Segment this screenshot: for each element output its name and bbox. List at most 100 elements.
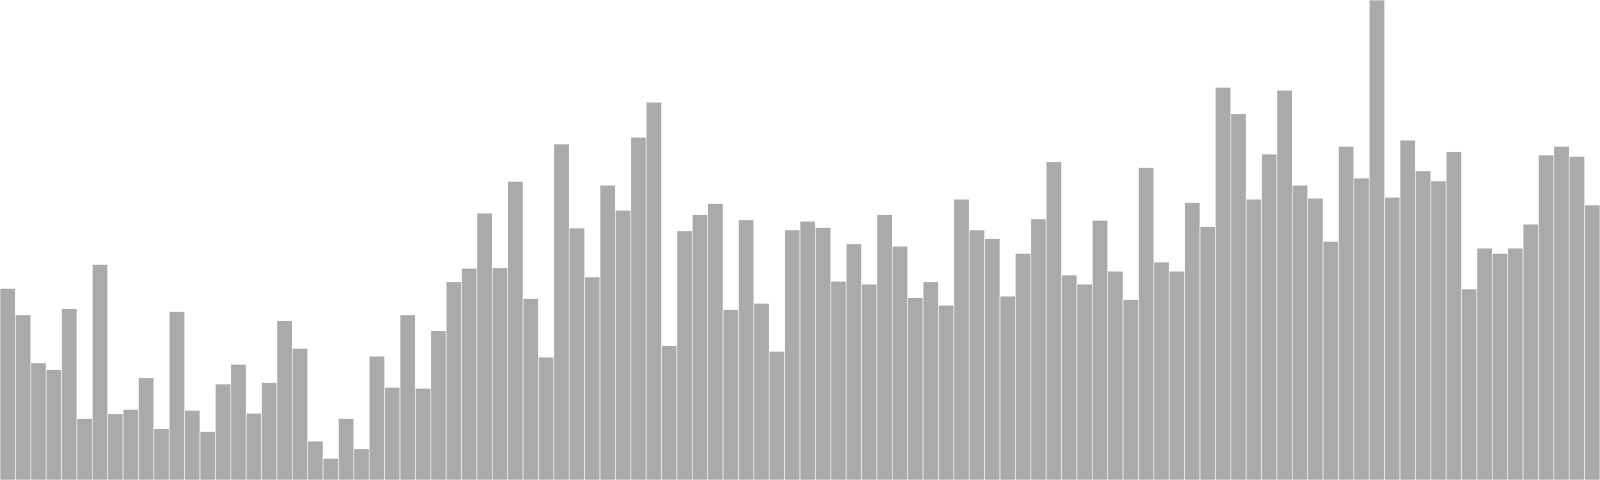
bar-35 xyxy=(522,298,539,480)
bar-75 xyxy=(1138,167,1155,480)
bar-94 xyxy=(1430,180,1447,480)
bar-55 xyxy=(830,280,847,480)
bar-52 xyxy=(784,229,801,480)
bar-1 xyxy=(0,288,16,480)
bar-18 xyxy=(261,382,278,480)
bar-79 xyxy=(1199,226,1216,480)
bar-9 xyxy=(122,409,139,480)
bar-71 xyxy=(1076,283,1093,480)
bar-39 xyxy=(584,276,601,480)
bar-6 xyxy=(76,418,93,480)
bar-90 xyxy=(1368,0,1385,480)
bar-28 xyxy=(415,388,432,480)
bar-13 xyxy=(184,410,201,480)
bar-51 xyxy=(768,351,785,480)
bar-42 xyxy=(630,136,647,480)
bar-47 xyxy=(707,203,724,480)
bar-85 xyxy=(1292,184,1308,480)
bar-59 xyxy=(892,245,908,480)
bar-36 xyxy=(538,356,555,480)
bar-23 xyxy=(338,418,355,480)
bar-44 xyxy=(661,345,678,480)
bar-21 xyxy=(307,440,324,480)
bar-29 xyxy=(430,330,447,480)
bar-80 xyxy=(1215,87,1232,480)
bar-64 xyxy=(968,229,985,480)
bar-74 xyxy=(1122,299,1139,480)
bar-84 xyxy=(1276,89,1293,480)
bar-16 xyxy=(230,364,247,480)
bar-7 xyxy=(92,264,108,480)
bar-69 xyxy=(1045,161,1062,480)
bar-93 xyxy=(1415,170,1432,480)
bar-11 xyxy=(153,428,170,480)
bar-19 xyxy=(276,320,293,480)
bar-41 xyxy=(615,209,632,480)
bar-61 xyxy=(922,281,939,480)
bar-70 xyxy=(1061,274,1078,480)
bar-50 xyxy=(753,303,770,480)
bar-95 xyxy=(1445,151,1462,480)
bar-40 xyxy=(599,184,616,480)
bar-25 xyxy=(368,355,385,480)
bar-56 xyxy=(845,243,862,480)
bar-76 xyxy=(1153,261,1170,480)
bar-73 xyxy=(1107,270,1124,480)
bar-31 xyxy=(461,268,478,480)
bar-53 xyxy=(799,220,816,480)
bar-30 xyxy=(445,281,462,480)
bar-34 xyxy=(507,181,524,480)
bar-49 xyxy=(738,219,755,480)
bar-98 xyxy=(1492,253,1508,480)
bar-57 xyxy=(861,283,878,480)
bar-104 xyxy=(1584,204,1600,480)
bar-86 xyxy=(1307,197,1324,480)
bar-89 xyxy=(1353,177,1370,480)
bar-83 xyxy=(1261,153,1278,480)
bar-54 xyxy=(815,227,832,480)
bar-24 xyxy=(353,448,370,480)
bar-58 xyxy=(876,214,893,480)
bar-82 xyxy=(1245,198,1262,480)
bar-88 xyxy=(1338,146,1355,480)
bar-4 xyxy=(45,369,62,480)
bar-46 xyxy=(692,214,708,480)
bar-3 xyxy=(30,362,47,480)
bar-96 xyxy=(1461,288,1478,480)
bar-26 xyxy=(384,387,401,480)
bar-37 xyxy=(553,143,570,480)
bar-99 xyxy=(1507,247,1524,480)
bar-60 xyxy=(907,297,924,480)
bar-66 xyxy=(999,295,1016,480)
bar-65 xyxy=(984,238,1001,480)
bar-32 xyxy=(476,212,493,480)
bar-103 xyxy=(1568,156,1585,480)
bar-15 xyxy=(215,383,232,480)
bar-5 xyxy=(61,308,78,480)
bar-68 xyxy=(1030,218,1047,480)
bar-91 xyxy=(1384,196,1401,480)
bar-10 xyxy=(138,377,155,480)
bar-101 xyxy=(1538,154,1555,480)
bar-17 xyxy=(245,412,262,480)
bar-45 xyxy=(676,230,693,480)
bar-72 xyxy=(1092,220,1108,480)
bar-20 xyxy=(292,348,308,480)
bar-100 xyxy=(1522,223,1539,480)
bar-97 xyxy=(1476,247,1493,480)
bar-2 xyxy=(15,314,32,480)
bar-27 xyxy=(399,314,416,480)
bar-63 xyxy=(953,198,970,480)
bar-67 xyxy=(1015,253,1032,480)
bar-14 xyxy=(199,431,216,480)
bar-77 xyxy=(1168,270,1185,480)
bar-12 xyxy=(168,311,185,480)
bar-8 xyxy=(107,413,124,480)
bar-22 xyxy=(322,458,339,480)
bar-43 xyxy=(645,101,662,480)
bar-92 xyxy=(1399,139,1416,480)
bar-87 xyxy=(1322,241,1339,480)
bar-62 xyxy=(938,304,955,480)
